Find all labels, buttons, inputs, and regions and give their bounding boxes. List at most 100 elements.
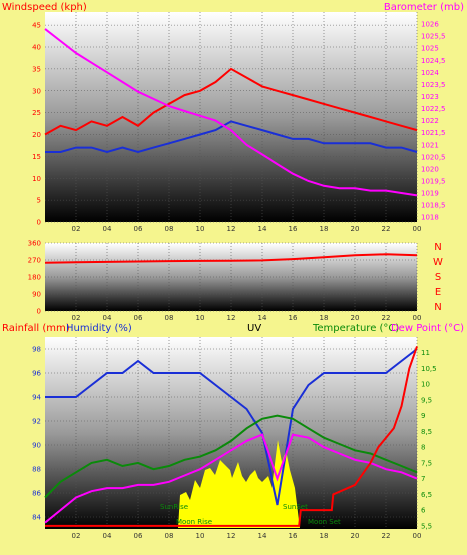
x-tick-label: 02: [72, 225, 81, 233]
y-tick-label-left: 10: [32, 175, 41, 183]
dewpoint-axis-label: Dew Point (°C): [391, 323, 464, 334]
windspeed-average-line: [45, 120, 418, 154]
y-tick-label-right: 7: [421, 475, 425, 483]
y-tick-label-right: 9: [421, 412, 425, 420]
y-tick-label-left: 84: [32, 514, 41, 522]
y-tick-label-left: 92: [32, 418, 41, 426]
y-tick-label-left: 90: [32, 291, 41, 299]
y-tick-label-right: 10,5: [421, 365, 437, 373]
temperature-line: [44, 414, 418, 499]
y-tick-label-left: 98: [32, 346, 41, 354]
x-tick-label: 16: [289, 314, 298, 322]
y-tick-label-right: 1022: [421, 117, 439, 125]
y-tick-label-left: 360: [28, 240, 41, 248]
x-tick-label: 22: [382, 225, 391, 233]
x-tick-label: 08: [165, 225, 174, 233]
sunrise-annotation: SunRise: [160, 503, 188, 511]
x-tick-label: 14: [258, 225, 267, 233]
y-tick-label-right: 1022,5: [421, 105, 446, 113]
x-tick-label: 12: [227, 225, 236, 233]
temperature-axis-label: Temperature (°C): [312, 323, 399, 334]
y-tick-label-right: 6,5: [421, 491, 432, 499]
x-tick-label: 18: [320, 314, 329, 322]
x-tick-label: 02: [72, 532, 81, 540]
y-tick-label-right: 5,5: [421, 522, 432, 530]
y-tick-label-left: 88: [32, 466, 41, 474]
x-tick-label: 20: [351, 532, 360, 540]
y-tick-label-right: 1019,5: [421, 177, 446, 185]
x-tick-label: 08: [165, 532, 174, 540]
y-tick-label-left: 45: [32, 22, 41, 30]
y-tick-label-left: 35: [32, 65, 41, 73]
humidity-axis-label: Humidity (%): [66, 323, 132, 334]
y-tick-label-right: 1021,5: [421, 129, 446, 137]
y-tick-label-left: 86: [32, 490, 41, 498]
y-tick-label-right: 1018,5: [421, 202, 446, 210]
rainfall-axis-label: Rainfall (mm): [2, 323, 70, 334]
y-tick-label-left: 180: [28, 274, 41, 282]
y-tick-label-left: 20: [32, 131, 41, 139]
y-tick-label-left: 15: [32, 153, 41, 161]
barometer-line: [44, 28, 418, 197]
uv-fill-area: [178, 440, 300, 528]
y-tick-label-left: 0: [37, 308, 41, 316]
y-tick-label-right: 1023,5: [421, 81, 446, 89]
compass-label: N: [434, 302, 441, 313]
x-tick-label: 18: [320, 532, 329, 540]
x-tick-label: 22: [382, 314, 391, 322]
y-tick-label-left: 40: [32, 44, 41, 52]
moonset-annotation: Moon Set: [308, 518, 341, 526]
y-tick-label-right: 1023: [421, 93, 439, 101]
y-tick-label-right: 1020: [421, 165, 439, 173]
x-tick-label: 14: [258, 532, 267, 540]
y-tick-label-right: 1021: [421, 141, 439, 149]
x-tick-label: 04: [103, 225, 112, 233]
y-tick-label-right: 7,5: [421, 459, 432, 467]
y-tick-label-right: 1026: [421, 21, 439, 29]
compass-label: S: [435, 272, 441, 283]
x-tick-label: 16: [289, 225, 298, 233]
rainfall-line: [45, 346, 418, 527]
x-tick-label: 20: [351, 225, 360, 233]
x-tick-label: 04: [103, 314, 112, 322]
y-tick-label-right: 1025,5: [421, 33, 446, 41]
y-tick-label-right: 1024: [421, 69, 439, 77]
y-tick-label-right: 10: [421, 381, 430, 389]
dewpoint-line: [44, 433, 418, 524]
x-tick-label: 02: [72, 314, 81, 322]
compass-label: E: [435, 287, 441, 298]
y-tick-label-left: 90: [32, 442, 41, 450]
y-tick-label-right: 1018: [421, 214, 439, 222]
y-tick-label-right: 1024,5: [421, 57, 446, 65]
x-tick-label: 06: [134, 532, 143, 540]
x-tick-label: 12: [227, 314, 236, 322]
y-tick-label-right: 11: [421, 349, 430, 357]
x-tick-label: 00: [413, 532, 422, 540]
x-tick-label: 16: [289, 532, 298, 540]
y-tick-label-left: 94: [32, 394, 41, 402]
compass-label: W: [433, 257, 443, 268]
y-tick-label-left: 270: [28, 257, 41, 265]
y-tick-label-left: 0: [37, 219, 41, 227]
x-tick-label: 14: [258, 314, 267, 322]
windspeed-gust-line: [44, 67, 418, 136]
moonrise-annotation: Moon Rise: [176, 518, 212, 526]
y-tick-label-right: 1025: [421, 45, 439, 53]
y-tick-label-left: 96: [32, 370, 41, 378]
x-tick-label: 20: [351, 314, 360, 322]
compass-label: N: [434, 242, 441, 253]
x-tick-label: 12: [227, 532, 236, 540]
sunset-annotation: SunSet: [283, 503, 308, 511]
y-tick-label-right: 8,5: [421, 428, 432, 436]
y-tick-label-right: 6: [421, 507, 426, 515]
y-tick-label-left: 5: [37, 197, 41, 205]
x-tick-label: 00: [413, 314, 422, 322]
x-tick-label: 10: [196, 314, 205, 322]
x-tick-label: 18: [320, 225, 329, 233]
y-tick-label-left: 25: [32, 109, 41, 117]
x-tick-label: 10: [196, 225, 205, 233]
x-tick-label: 06: [134, 314, 143, 322]
y-tick-label-left: 30: [32, 87, 41, 95]
x-tick-label: 10: [196, 532, 205, 540]
uv-axis-label: UV: [247, 323, 261, 334]
